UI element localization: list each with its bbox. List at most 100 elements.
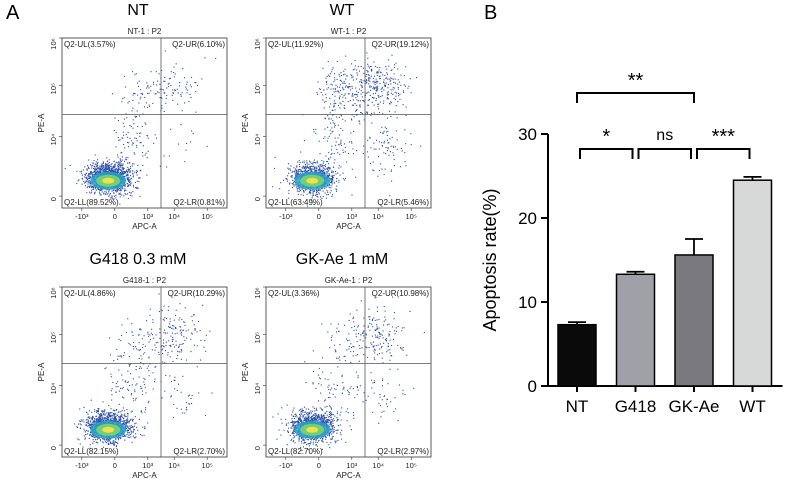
quadrant-label-ul: Q2-UL(3.57%) <box>64 40 116 49</box>
y-tick-label: 10⁶ <box>253 38 262 49</box>
x-tick-label: GK-Ae <box>668 397 719 416</box>
significance-label: ns <box>656 127 673 144</box>
x-tick-label: 10⁴ <box>372 461 384 470</box>
significance-bracket <box>637 148 692 159</box>
x-tick-label: G418 <box>615 397 657 416</box>
flow-plot-nt: NT-1 : P2 Q2-UL(3.57%) Q2-UR(6.10%) Q2-LL(8… <box>37 27 228 231</box>
x-tick-label: 10³ <box>346 212 357 221</box>
apoptosis-bar-chart: 0 10 20 30 Apoptosis rate(%) NT G418 GK-Ae WT * ns… <box>480 70 783 416</box>
flow-plot-title-g418: G418 0.3 mM <box>89 251 187 268</box>
plot-frame <box>61 37 228 209</box>
plot-subtitle: G418-1 : P2 <box>123 276 167 285</box>
x-tick-label: 0 <box>113 212 117 221</box>
quadrant-label-lr: Q2-LR(5.46%) <box>377 198 429 207</box>
y-tick-label: 10⁴ <box>253 383 262 395</box>
quadrant-label-lr: Q2-LR(2.97%) <box>377 447 429 456</box>
panel-label-a: A <box>6 2 20 24</box>
x-tick-label: 10⁵ <box>201 461 212 470</box>
flow-plot-title-gkae: GK-Ae 1 mM <box>295 251 389 268</box>
quadrant-label-ul: Q2-UL(3.36%) <box>268 289 320 298</box>
bar-wt <box>732 179 773 387</box>
y-tick-label: 10⁵ <box>49 332 58 343</box>
y-tick-label: 0 <box>253 446 262 450</box>
x-tick-label: 10³ <box>142 212 153 221</box>
x-tick-label: 10⁵ <box>405 212 416 221</box>
quadrant-label-ul: Q2-UL(4.86%) <box>64 289 116 298</box>
panel-label-b: B <box>484 2 498 24</box>
plot-frame <box>61 286 228 458</box>
y-tick-label: 10⁵ <box>253 332 262 343</box>
y-tick-label: 30 <box>518 125 537 144</box>
plot-frame <box>265 37 432 209</box>
flow-plot-title-nt: NT <box>127 2 149 19</box>
x-tick-label: 0 <box>317 212 321 221</box>
x-axis-label: APC-A <box>336 471 361 480</box>
significance-label: ** <box>628 70 644 92</box>
plot-frame <box>265 286 432 458</box>
quadrant-label-ll: Q2-LL(82.15%) <box>64 447 119 456</box>
y-tick-label: 10⁴ <box>49 134 58 146</box>
plot-subtitle: GK-Ae-1 : P2 <box>325 276 373 285</box>
y-axis-label: PE-A <box>37 362 46 381</box>
y-axis-label: PE-A <box>241 113 250 132</box>
x-tick-label: 10⁵ <box>405 461 416 470</box>
quadrant-label-ur: Q2-UR(10.98%) <box>372 289 430 298</box>
significance-bracket <box>579 148 634 159</box>
quadrant-label-ll: Q2-LL(82.70%) <box>268 447 323 456</box>
flow-plot-gkae: GK-Ae-1 : P2 Q2-UL(3.36%) Q2-UR(10.98%) Q2-… <box>241 276 432 480</box>
x-tick-label: WT <box>739 397 765 416</box>
y-tick-label: 0 <box>253 197 262 201</box>
y-tick-label: 10⁵ <box>49 83 58 94</box>
significance-bracket <box>696 148 751 159</box>
plot-subtitle: NT-1 : P2 <box>128 27 162 36</box>
y-tick-label: 0 <box>49 197 58 201</box>
y-axis-label: PE-A <box>37 113 46 132</box>
y-tick-label: 10⁶ <box>49 38 58 49</box>
x-axis-label: APC-A <box>132 471 157 480</box>
y-tick-label: 20 <box>518 209 537 228</box>
density-core <box>294 171 331 190</box>
y-tick-label: 10⁴ <box>253 134 262 146</box>
y-tick-label: 10⁶ <box>253 287 262 298</box>
x-axis-label: APC-A <box>132 222 157 231</box>
x-tick-label: 10³ <box>142 461 153 470</box>
x-tick-label: 10³ <box>346 461 357 470</box>
quadrant-label-ul: Q2-UL(11.92%) <box>268 40 324 49</box>
flow-plot-wt: WT-1 : P2 Q2-UL(11.92%) Q2-UR(19.12%) Q2-LL… <box>241 27 432 231</box>
quadrant-label-ur: Q2-UR(10.29%) <box>168 289 226 298</box>
quadrant-label-ur: Q2-UR(6.10%) <box>172 40 225 49</box>
quadrant-label-lr: Q2-LR(2.70%) <box>173 447 225 456</box>
significance-bracket <box>576 92 695 103</box>
x-axis-label: APC-A <box>336 222 361 231</box>
event-dots <box>74 293 213 449</box>
x-tick-label: 10⁴ <box>168 461 180 470</box>
significance-label: *** <box>712 126 736 148</box>
quadrant-label-lr: Q2-LR(0.81%) <box>173 198 225 207</box>
flow-plot-g418: G418-1 : P2 Q2-UL(4.86%) Q2-UR(10.29%) Q2-L… <box>37 276 228 480</box>
y-tick-label: 10⁴ <box>49 383 58 395</box>
quadrant-label-ll: Q2-LL(89.52%) <box>64 198 119 207</box>
x-tick-label: -10³ <box>279 461 293 470</box>
y-tick-label: 0 <box>528 377 537 396</box>
quadrant-label-ur: Q2-UR(19.12%) <box>372 40 430 49</box>
y-axis-label: Apoptosis rate(%) <box>480 188 500 331</box>
y-tick-label: 10⁶ <box>49 287 58 298</box>
x-tick-label: 10⁴ <box>372 212 384 221</box>
bar-nt <box>557 323 597 387</box>
bar-g418 <box>615 273 656 387</box>
density-core <box>90 171 127 190</box>
x-tick-label: 10⁵ <box>201 212 212 221</box>
density-core <box>294 420 331 439</box>
x-tick-label: 10⁴ <box>168 212 180 221</box>
significance-label: * <box>602 126 610 148</box>
quadrant-label-ll: Q2-LL(63.49%) <box>268 198 323 207</box>
y-tick-label: 10⁵ <box>253 83 262 94</box>
x-tick-label: -10³ <box>75 212 89 221</box>
x-tick-label: -10³ <box>279 212 293 221</box>
flow-plot-title-wt: WT <box>329 2 355 19</box>
y-axis-label: PE-A <box>241 362 250 381</box>
bar-gk-ae <box>674 254 714 387</box>
x-tick-label: 0 <box>317 461 321 470</box>
y-tick-label: 0 <box>49 446 58 450</box>
plot-subtitle: WT-1 : P2 <box>331 27 367 36</box>
